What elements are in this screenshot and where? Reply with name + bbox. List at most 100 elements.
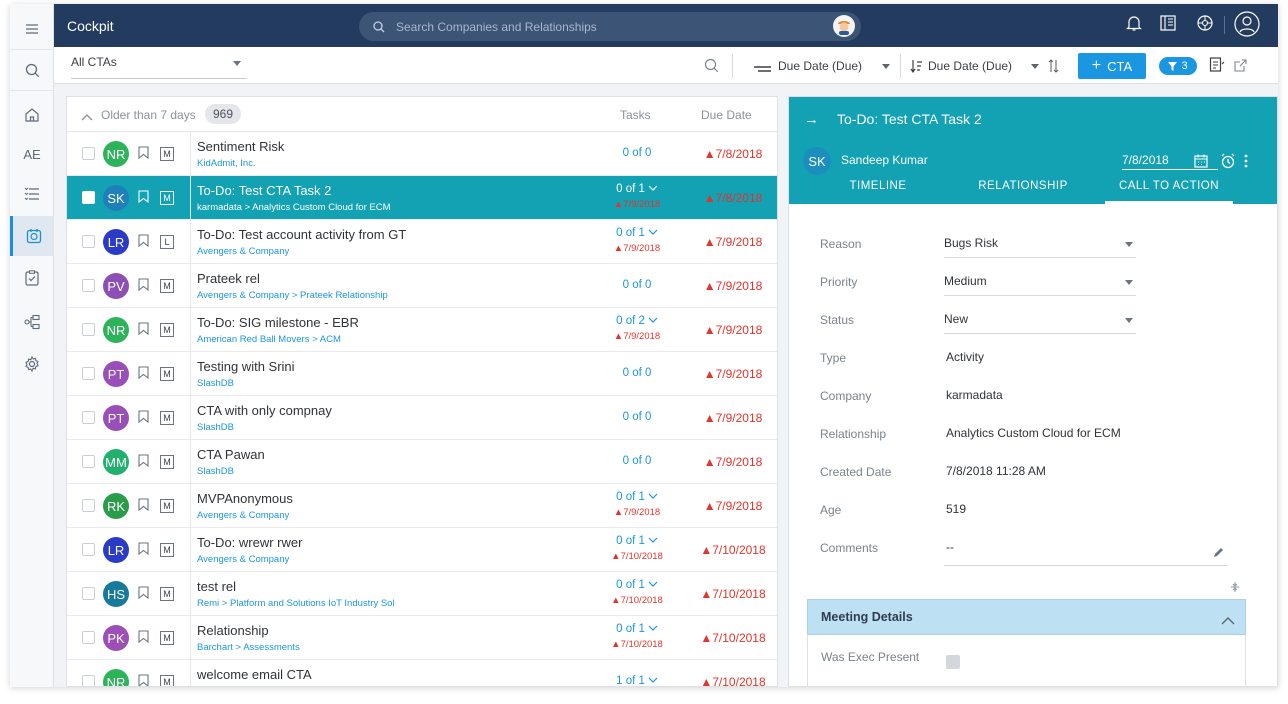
cta-filter-dropdown[interactable]: All CTAs [71,55,247,79]
tasks-count[interactable]: 0 of 1 [587,579,687,591]
cta-title[interactable]: To-Do: Test account activity from GT [197,227,407,242]
list-icon[interactable] [10,174,54,214]
cta-company-link[interactable]: American Red Ball Movers > ACM [197,334,341,345]
bookmark-icon[interactable] [138,542,149,560]
cta-company-link[interactable]: karmadata > Analytics Custom Cloud for E… [197,202,391,213]
expand-collapse-icon[interactable] [1230,580,1240,598]
notes-icon[interactable] [1209,56,1225,78]
cta-title[interactable]: To-Do: wrewr rwer [197,535,303,550]
notification-bell-icon[interactable] [1126,14,1142,37]
tasks-count[interactable]: 0 of 1 [587,535,687,547]
meeting-details-section[interactable]: Meeting Details [807,599,1246,635]
cta-title[interactable]: To-Do: SIG milestone - EBR [197,315,359,330]
add-cta-button[interactable]: + CTA [1078,53,1146,79]
chevron-up-icon[interactable] [81,110,93,124]
group-by-select[interactable]: Due Date (Due) [778,59,863,73]
cta-title[interactable]: CTA Pawan [197,447,265,462]
tasks-count[interactable]: 0 of 0 [587,367,687,379]
cta-title[interactable]: Prateek rel [197,271,260,286]
home-icon[interactable] [10,94,54,134]
bookmark-icon[interactable] [138,234,149,252]
book-icon[interactable] [1159,14,1177,37]
table-row[interactable]: MM M CTA Pawan SlashDB 0 of 0 ▲7/9/2018 [67,440,777,484]
menu-icon[interactable] [10,9,54,49]
row-checkbox[interactable] [82,631,95,644]
edit-pencil-icon[interactable] [1213,545,1225,563]
cta-company-link[interactable]: Barchart > Assessments [197,642,300,653]
cta-title[interactable]: Relationship [197,623,269,638]
cockpit-icon[interactable] [10,216,54,256]
cta-title[interactable]: Sentiment Risk [197,139,285,154]
chevron-down-icon[interactable] [1125,318,1133,323]
bookmark-icon[interactable] [138,674,149,686]
group-header[interactable]: Older than 7 days 969 Tasks Due Date [67,97,777,132]
chevron-down-icon[interactable] [1031,64,1039,69]
row-checkbox[interactable] [82,543,95,556]
bookmark-icon[interactable] [138,278,149,296]
tab-relationship[interactable]: RELATIONSHIP [978,180,1068,192]
field-value[interactable]: Medium [944,274,987,288]
sort-order-icon[interactable] [1048,58,1060,79]
row-checkbox[interactable] [82,191,95,204]
bookmark-icon[interactable] [138,146,149,164]
bookmark-icon[interactable] [138,498,149,516]
table-row[interactable]: NR M To-Do: SIG milestone - EBR American Re… [67,308,777,352]
assistant-mascot-icon[interactable] [833,15,855,37]
sort-by-select[interactable]: Due Date (Due) [928,59,1013,73]
cta-company-link[interactable]: SlashDB [197,378,234,389]
cta-company-link[interactable]: Avengers & Company [197,554,290,565]
search-icon[interactable] [10,50,54,90]
bookmark-icon[interactable] [138,454,149,472]
group-by-icon[interactable] [754,61,772,79]
row-checkbox[interactable] [82,147,95,160]
table-row[interactable]: LR L To-Do: Test account activity from GT A… [67,220,777,264]
chevron-down-icon[interactable] [1125,280,1133,285]
row-checkbox[interactable] [82,279,95,292]
list-search-icon[interactable] [704,58,719,78]
tasks-count[interactable]: 0 of 1 [587,623,687,635]
row-checkbox[interactable] [82,411,95,424]
table-row[interactable]: LR M To-Do: wrewr rwer Avengers & Company 0 … [67,528,777,572]
bookmark-icon[interactable] [138,190,149,208]
cta-title[interactable]: welcome email CTA [197,667,312,682]
calendar-icon[interactable] [1194,154,1208,173]
row-checkbox[interactable] [82,323,95,336]
tasks-count[interactable]: 1 of 1 [587,675,687,686]
tasks-count[interactable]: 0 of 0 [587,411,687,423]
cta-company-link[interactable]: Avengers & Company > Prateek Relationshi… [197,290,388,301]
table-row[interactable]: SK M To-Do: Test CTA Task 2 karmadata > Ana… [67,176,777,220]
clipboard-icon[interactable] [10,258,54,298]
cta-company-link[interactable]: Avengers & Company [197,246,290,257]
rail-ae-item[interactable]: AE [23,146,41,162]
table-row[interactable]: NR M Sentiment Risk KidAdmit, Inc. 0 of 0 ▲7/… [67,132,777,176]
tasks-count[interactable]: 0 of 1 [587,183,687,195]
row-checkbox[interactable] [82,587,95,600]
exec-present-checkbox[interactable] [946,655,960,669]
user-profile-icon[interactable] [1234,11,1260,42]
chevron-down-icon[interactable] [882,64,890,69]
tab-call-to-action[interactable]: CALL TO ACTION [1105,180,1233,204]
external-link-icon[interactable] [1234,59,1247,77]
snooze-clock-icon[interactable] [1220,153,1236,174]
bookmark-icon[interactable] [138,366,149,384]
owner-name[interactable]: Sandeep Kumar [841,153,928,167]
row-checkbox[interactable] [82,675,95,686]
table-row[interactable]: PV M Prateek rel Avengers & Company > Prate… [67,264,777,308]
more-options-icon[interactable] [1244,154,1248,173]
chevron-up-icon[interactable] [1221,612,1235,630]
bookmark-icon[interactable] [138,410,149,428]
bookmark-icon[interactable] [138,586,149,604]
field-value[interactable]: Bugs Risk [944,236,999,250]
cta-company-link[interactable]: Remi > Platform and Solutions IoT Indust… [197,598,395,609]
table-row[interactable]: PT M CTA with only compnay SlashDB 0 of 0 ▲7/… [67,396,777,440]
active-filters-badge[interactable]: 3 [1159,57,1197,75]
tab-timeline[interactable]: TIMELINE [849,180,907,192]
cta-company-link[interactable]: SlashDB [197,422,234,433]
tasks-count[interactable]: 0 of 1 [587,491,687,503]
tasks-count[interactable]: 0 of 0 [587,455,687,467]
chevron-down-icon[interactable] [1125,242,1133,247]
collapse-arrow-icon[interactable]: → [804,111,819,128]
cta-company-link[interactable]: Avengers & Company [197,510,290,521]
